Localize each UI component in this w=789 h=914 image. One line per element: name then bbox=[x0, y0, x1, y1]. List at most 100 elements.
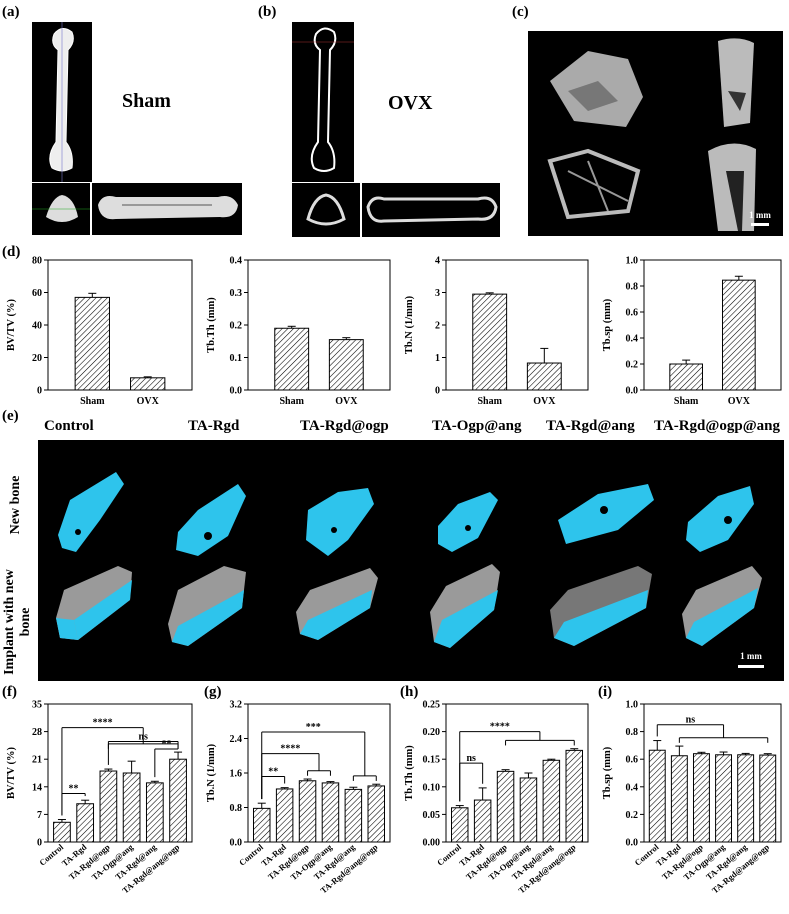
bar bbox=[99, 770, 118, 843]
group-title-control: Control bbox=[44, 418, 94, 434]
x-tick-label: Sham bbox=[279, 396, 304, 407]
sig-label: ** bbox=[69, 784, 79, 795]
y-tick-label: 0.6 bbox=[626, 308, 639, 319]
femur-cross-section-a bbox=[32, 183, 90, 235]
bar bbox=[321, 782, 340, 843]
femur-cross-section-b bbox=[292, 183, 360, 237]
panel-c-image: 1 mm bbox=[528, 31, 783, 236]
x-tick-label: OVX bbox=[335, 396, 358, 407]
y-tick-label: 0 bbox=[37, 386, 42, 397]
sig-label: **** bbox=[280, 744, 300, 755]
y-axis-label: Tb.N (1/mm) bbox=[206, 743, 217, 802]
sig-label: ns bbox=[138, 731, 148, 742]
bar bbox=[759, 754, 777, 843]
y-tick-label: 40 bbox=[32, 321, 42, 332]
y-tick-label: 0.6 bbox=[626, 755, 639, 766]
x-tick-label: Sham bbox=[80, 396, 105, 407]
y-tick-label: 0.0 bbox=[230, 838, 243, 849]
x-tick-label: OVX bbox=[137, 396, 160, 407]
chart-i: 0.00.20.40.60.81.0Tb.sp (mm)ControlTA-Rg… bbox=[602, 700, 782, 895]
group-title-ta-ogp-ang: TA-Ogp@ang bbox=[432, 418, 522, 434]
y-axis-label: BV/TV (%) bbox=[6, 746, 17, 799]
panel-b-caption: OVX bbox=[388, 92, 433, 114]
y-tick-label: 60 bbox=[32, 288, 42, 299]
panel-label-b: (b) bbox=[258, 4, 277, 20]
y-axis-label: Tb.Th (mm) bbox=[404, 745, 415, 801]
bar bbox=[542, 759, 561, 843]
bar bbox=[252, 807, 271, 843]
chart-frame bbox=[643, 703, 782, 843]
chart-d4: 0.0 0.2 0.4 0.6 0.8 1.0 Tb.sp (mm) Sham OVX bbox=[602, 256, 782, 407]
bar bbox=[76, 803, 95, 843]
bar bbox=[130, 377, 166, 391]
y-tick-label: 0.10 bbox=[423, 782, 441, 793]
y-tick-label: 0.15 bbox=[423, 755, 441, 766]
y-tick-label: 1.0 bbox=[626, 256, 639, 267]
y-tick-label: 0.0 bbox=[230, 386, 243, 397]
panel-label-c: (c) bbox=[512, 4, 529, 20]
y-tick-label: 0 bbox=[37, 838, 42, 849]
sig-label: ns bbox=[466, 753, 476, 764]
y-tick-label: 0.1 bbox=[230, 353, 243, 364]
y-tick-label: 0.0 bbox=[626, 386, 639, 397]
panel-label-h: (h) bbox=[400, 684, 419, 700]
y-tick-label: 0.4 bbox=[626, 334, 639, 345]
y-tick-label: 0.8 bbox=[626, 727, 639, 738]
bar bbox=[122, 772, 141, 843]
y-tick-label: 3.2 bbox=[230, 700, 243, 711]
x-tick-label: Sham bbox=[477, 396, 502, 407]
chart-frame bbox=[445, 703, 589, 843]
sig-label: *** bbox=[306, 722, 321, 733]
chart-d3: 0 1 2 3 4 Tb.N (1/mm) Sham OVX bbox=[404, 256, 589, 407]
y-axis-label: Tb.N (1/mm) bbox=[404, 295, 415, 354]
y-tick-label: 4 bbox=[435, 256, 440, 267]
y-tick-label: 7 bbox=[37, 810, 42, 821]
bar bbox=[670, 755, 688, 843]
bar bbox=[737, 754, 755, 843]
y-axis-label: Tb.sp (mm) bbox=[602, 298, 613, 351]
bar bbox=[526, 362, 562, 391]
bar bbox=[669, 363, 703, 391]
chart-frame bbox=[445, 259, 589, 391]
y-tick-label: 0.2 bbox=[230, 321, 243, 332]
bar bbox=[519, 777, 538, 843]
bar bbox=[53, 821, 71, 843]
x-tick-label: OVX bbox=[533, 396, 556, 407]
y-tick-label: 0.00 bbox=[423, 838, 441, 849]
bar bbox=[450, 807, 469, 843]
bar bbox=[169, 758, 187, 843]
y-tick-label: 0.4 bbox=[626, 782, 639, 793]
bar bbox=[74, 296, 110, 391]
y-tick-label: 0 bbox=[435, 386, 440, 397]
y-tick-label: 0.2 bbox=[626, 810, 639, 821]
y-tick-label: 0.8 bbox=[230, 803, 243, 814]
bar bbox=[344, 788, 363, 843]
group-title-ta-rgd-ogp: TA-Rgd@ogp bbox=[300, 418, 389, 434]
panel-label-d: (d) bbox=[2, 244, 21, 260]
new-bone-renderings bbox=[58, 472, 754, 556]
group-title-ta-rgd-ang: TA-Rgd@ang bbox=[546, 418, 635, 434]
group-title-ta-rgd-ogp-ang: TA-Rgd@ogp@ang bbox=[654, 418, 780, 434]
panel-c-scale-label: 1 mm bbox=[749, 210, 771, 220]
bar bbox=[328, 339, 364, 391]
y-tick-label: 0.8 bbox=[626, 282, 639, 293]
bar bbox=[692, 753, 710, 843]
chart-frame bbox=[47, 703, 193, 843]
bar bbox=[298, 780, 317, 843]
sig-label: **** bbox=[490, 722, 510, 733]
bar bbox=[275, 788, 294, 843]
x-tick-label: Sham bbox=[674, 396, 699, 407]
chart-d1: 0 20 40 60 80 BV/TV (%) Sham OVX bbox=[6, 256, 193, 407]
bar bbox=[496, 770, 515, 843]
panel-e-scale-label: 1 mm bbox=[740, 651, 762, 661]
sig-label: ** bbox=[268, 766, 278, 777]
y-tick-label: 14 bbox=[32, 782, 42, 793]
femur-horizontal-image-b bbox=[362, 183, 500, 237]
panel-label-i: (i) bbox=[598, 684, 613, 700]
group-title-ta-rgd: TA-Rgd bbox=[188, 418, 240, 434]
y-tick-label: 0.05 bbox=[423, 810, 441, 821]
y-tick-label: 20 bbox=[32, 353, 42, 364]
bar bbox=[274, 327, 310, 391]
